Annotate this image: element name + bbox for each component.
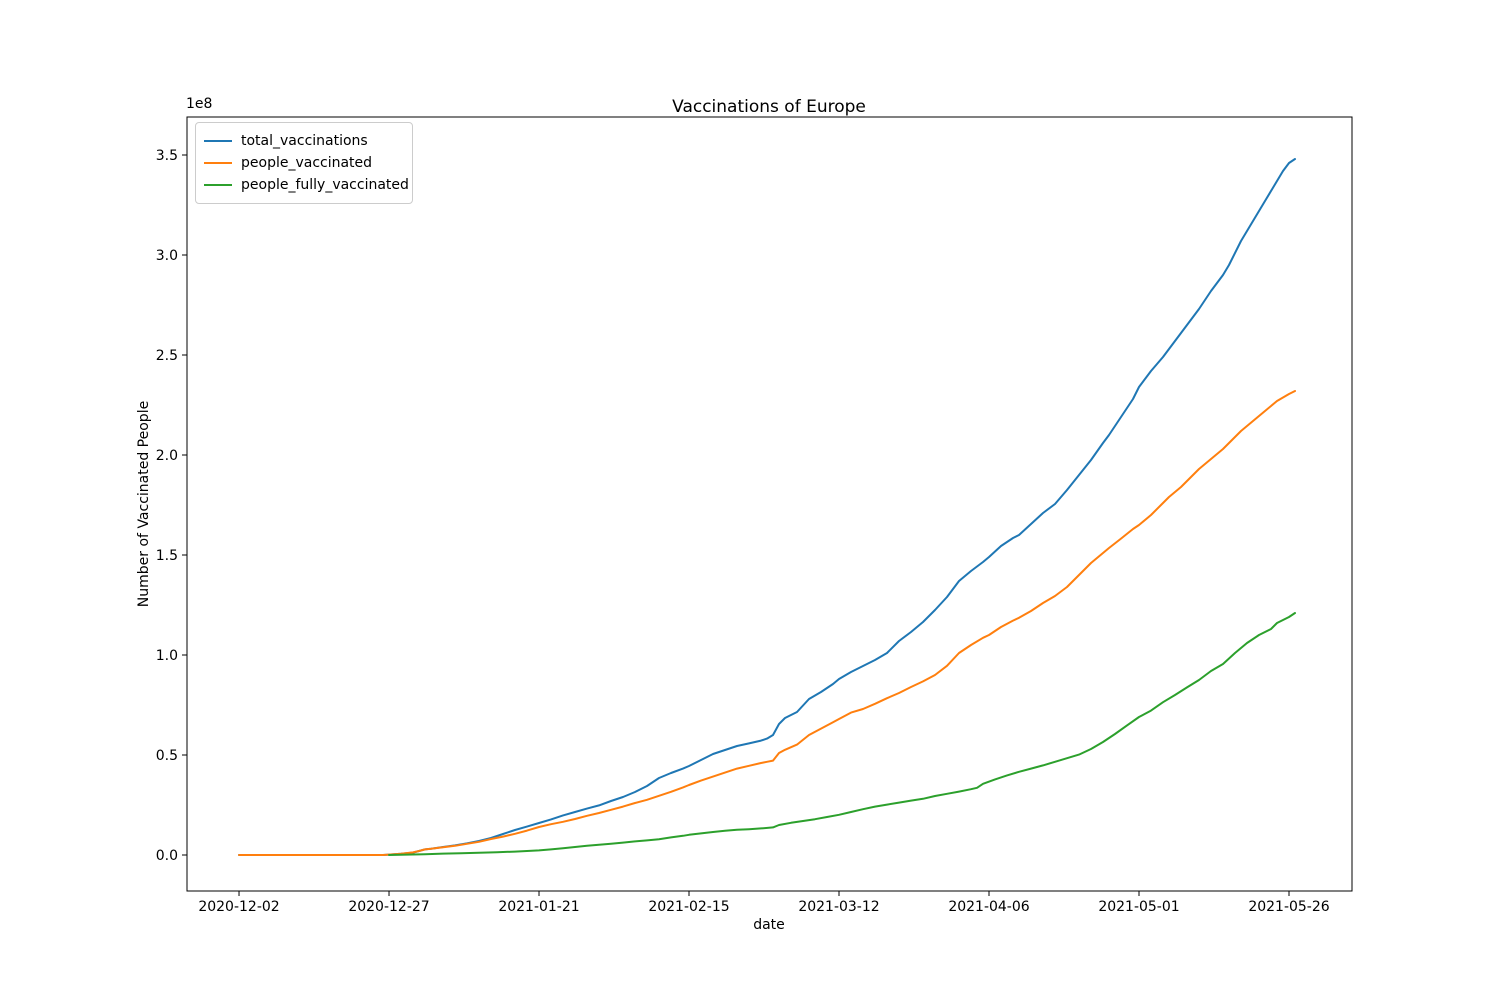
y-tick-label: 1.5 bbox=[156, 548, 178, 564]
legend: total_vaccinations people_vaccinated peo… bbox=[195, 122, 413, 204]
y-tick-label: 3.0 bbox=[156, 248, 178, 264]
y-tick-label: 2.0 bbox=[156, 448, 178, 464]
x-tick-label: 2020-12-02 bbox=[198, 899, 279, 915]
series-line-people-fully-vaccinated bbox=[388, 612, 1296, 856]
x-tick-label: 2021-05-26 bbox=[1248, 899, 1329, 915]
x-tick-label: 2021-02-15 bbox=[648, 899, 729, 915]
chart-title: Vaccinations of Europe bbox=[672, 97, 866, 117]
legend-item-people-vaccinated: people_vaccinated bbox=[204, 152, 402, 174]
legend-item-label: total_vaccinations bbox=[241, 133, 368, 149]
legend-item-label: people_fully_vaccinated bbox=[241, 177, 409, 193]
y-tick-label: 2.5 bbox=[156, 348, 178, 364]
x-tick-label: 2021-03-12 bbox=[798, 899, 879, 915]
series-line-people-vaccinated bbox=[238, 390, 1296, 856]
x-tick-label: 2020-12-27 bbox=[348, 899, 429, 915]
y-tick-label: 0.0 bbox=[156, 848, 178, 864]
legend-line-swatch bbox=[204, 162, 232, 164]
legend-item-people-fully-vaccinated: people_fully_vaccinated bbox=[204, 174, 409, 196]
y-axis-offset-label: 1e8 bbox=[186, 96, 213, 112]
legend-item-label: people_vaccinated bbox=[241, 155, 373, 171]
x-tick-label: 2021-01-21 bbox=[498, 899, 579, 915]
y-tick-label: 3.5 bbox=[156, 148, 178, 164]
legend-line-swatch bbox=[204, 140, 232, 142]
x-tick-label: 2021-04-06 bbox=[948, 899, 1029, 915]
legend-item-total-vaccinations: total_vaccinations bbox=[204, 130, 402, 152]
y-tick-label: 1.0 bbox=[156, 648, 178, 664]
legend-line-swatch bbox=[204, 184, 232, 186]
series-line-total-vaccinations bbox=[238, 158, 1296, 856]
y-tick-label: 0.5 bbox=[156, 748, 178, 764]
axes-frame bbox=[186, 116, 1353, 892]
x-axis-label: date bbox=[753, 917, 785, 933]
y-axis-label: Number of Vaccinated People bbox=[136, 400, 152, 608]
x-tick-label: 2021-05-01 bbox=[1098, 899, 1179, 915]
